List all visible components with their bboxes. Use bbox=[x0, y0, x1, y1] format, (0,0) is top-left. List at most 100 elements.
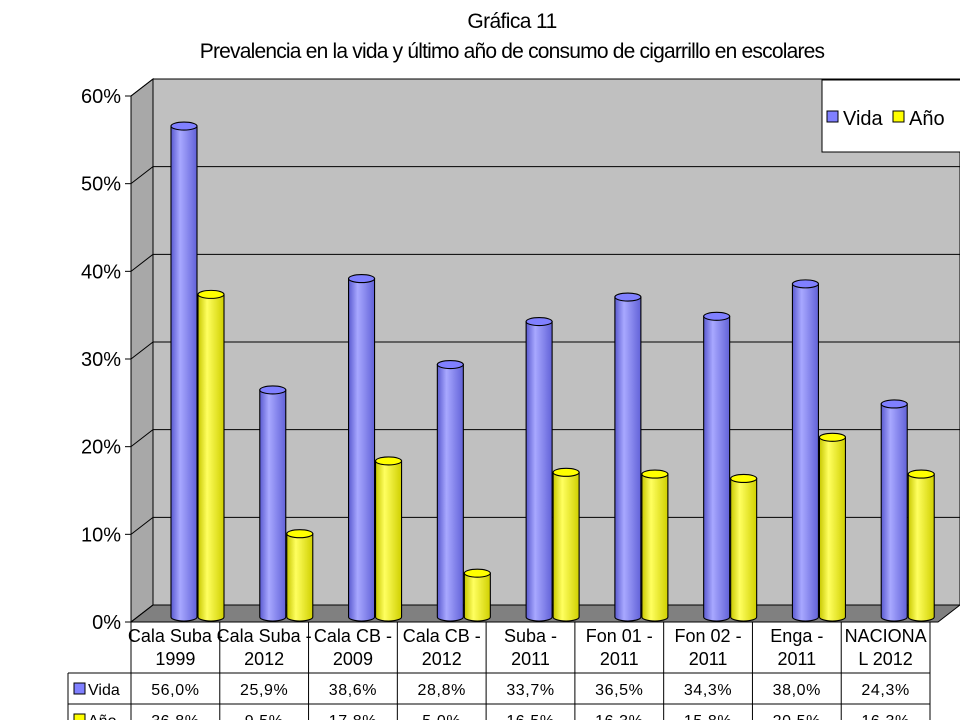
y-tick-label: 40% bbox=[81, 261, 121, 283]
bar-body bbox=[730, 477, 758, 622]
chart-subtitle: Prevalencia en la vida y último año de c… bbox=[199, 40, 825, 63]
y-tick-label: 50% bbox=[81, 174, 121, 196]
bar-body bbox=[818, 436, 846, 622]
table-value: 24,3% bbox=[861, 682, 909, 699]
table-series-swatch bbox=[73, 713, 86, 720]
bar-body bbox=[525, 321, 553, 622]
bar-body bbox=[463, 572, 491, 622]
bar-vida bbox=[170, 121, 198, 622]
category-label: Cala Suba - bbox=[128, 626, 223, 646]
bar-ano bbox=[197, 289, 225, 622]
bar-cap bbox=[641, 469, 669, 479]
chart-title: Gráfica 11 bbox=[467, 10, 557, 33]
legend: Vida Año bbox=[821, 79, 960, 153]
bar-body bbox=[348, 278, 376, 622]
gridline bbox=[130, 604, 960, 623]
table-series-name: Vida bbox=[88, 682, 120, 699]
table-value: 34,3% bbox=[684, 682, 732, 699]
gridline bbox=[130, 166, 960, 185]
bar-cap bbox=[197, 289, 225, 299]
bar-vida bbox=[348, 274, 376, 622]
bar-vida bbox=[703, 311, 731, 622]
bar-cap bbox=[730, 473, 758, 484]
bar-vida bbox=[525, 317, 553, 622]
category-label: Cala CB - bbox=[403, 626, 481, 646]
table-value: 15,8% bbox=[684, 713, 732, 720]
bar-cap bbox=[259, 385, 287, 395]
category-label: 2009 bbox=[333, 649, 373, 669]
bar-ano bbox=[463, 568, 491, 622]
category-label: 2011 bbox=[600, 649, 639, 669]
table-value: 16,3% bbox=[595, 713, 643, 720]
bar-body bbox=[197, 293, 225, 622]
bar-cap bbox=[375, 456, 403, 466]
bars bbox=[170, 121, 935, 622]
table-value: 38,0% bbox=[773, 682, 821, 699]
bar-body bbox=[286, 533, 314, 622]
bar-body bbox=[614, 296, 642, 622]
table-value: 33,7% bbox=[506, 682, 554, 699]
gridline bbox=[130, 253, 960, 272]
bar-body bbox=[436, 363, 464, 622]
bar-body bbox=[259, 389, 287, 622]
bar-body bbox=[907, 473, 935, 622]
bar-cap bbox=[614, 292, 642, 302]
bar-cap bbox=[818, 432, 846, 442]
table-value: 16,5% bbox=[506, 713, 554, 720]
table-value: 5,0% bbox=[422, 713, 461, 720]
table-value: 38,6% bbox=[329, 682, 377, 699]
category-label: Suba - bbox=[504, 626, 557, 646]
bar-body bbox=[641, 473, 669, 622]
category-label: 2012 bbox=[244, 649, 284, 669]
y-axis: 0% 10% 20% 30% 40% 50% 60% bbox=[81, 86, 132, 634]
legend-swatch bbox=[826, 110, 839, 123]
table-value: 25,9% bbox=[240, 682, 288, 699]
table-series-swatch bbox=[73, 682, 86, 695]
bar-body bbox=[880, 403, 908, 622]
table-value: 9,5% bbox=[245, 713, 284, 720]
y-tick-label: 10% bbox=[81, 524, 121, 546]
bar-body bbox=[791, 283, 819, 622]
bar-ano bbox=[730, 473, 758, 622]
table-series-name: Año bbox=[88, 713, 117, 720]
category-label: Fon 02 - bbox=[675, 626, 742, 646]
table-value: 16,3% bbox=[861, 713, 909, 720]
y-tick-label: 60% bbox=[81, 86, 121, 108]
bar-cap bbox=[791, 279, 819, 289]
bar-cap bbox=[907, 469, 935, 479]
bar-cap bbox=[286, 529, 314, 539]
category-label: 2012 bbox=[422, 649, 462, 669]
category-label: NACIONA bbox=[845, 626, 927, 646]
table-value: 36,5% bbox=[595, 682, 643, 699]
bar-vida bbox=[259, 385, 287, 622]
data-table: Cala Suba - 1999 Cala Suba - 2012 Cala CB - 2… bbox=[67, 621, 931, 720]
bar-cap bbox=[436, 359, 464, 370]
category-label: Cala Suba - bbox=[217, 626, 312, 646]
gridline bbox=[130, 516, 960, 535]
bar-cap bbox=[552, 467, 580, 477]
gridline bbox=[130, 78, 960, 97]
gridline bbox=[130, 429, 960, 448]
category-label: L 2012 bbox=[858, 649, 912, 669]
bar-ano bbox=[286, 529, 314, 622]
bar-ano bbox=[375, 456, 403, 622]
bar-cap bbox=[348, 274, 376, 284]
table-value: 20,5% bbox=[773, 713, 821, 720]
table-value: 36,8% bbox=[151, 713, 199, 720]
bar-cap bbox=[170, 121, 198, 131]
table-value: 56,0% bbox=[151, 682, 199, 699]
y-tick-label: 0% bbox=[92, 612, 121, 634]
bar-cap bbox=[703, 311, 731, 321]
gridlines bbox=[130, 78, 960, 623]
bar-ano bbox=[641, 469, 669, 622]
legend-swatch bbox=[892, 110, 905, 123]
bar-vida bbox=[880, 399, 908, 622]
bar-ano bbox=[552, 467, 580, 622]
bar-cap bbox=[880, 399, 908, 409]
bar-ano bbox=[818, 432, 846, 622]
category-label: 2011 bbox=[689, 649, 728, 669]
category-label: 2011 bbox=[777, 649, 816, 669]
legend-label: Vida bbox=[843, 108, 884, 130]
category-label: Fon 01 - bbox=[586, 626, 653, 646]
